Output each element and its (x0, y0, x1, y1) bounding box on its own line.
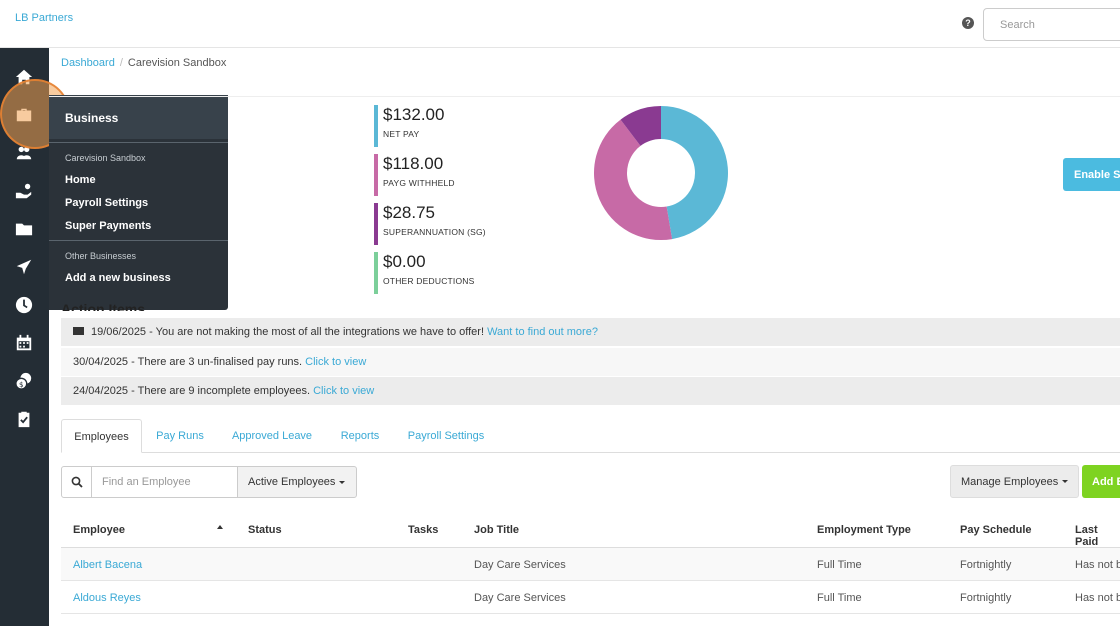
divider (49, 240, 228, 241)
action-item: 24/04/2025 - There are 9 incomplete empl… (61, 377, 1120, 405)
employment-type-cell: Full Time (817, 559, 862, 571)
enable-button[interactable]: Enable Si (1063, 158, 1120, 191)
divider (49, 142, 228, 143)
stat-value: $132.00 (383, 105, 445, 124)
last-paid-cell: Has not b (1075, 559, 1120, 571)
top-bar: LB Partners ? (0, 0, 1120, 48)
brand-link[interactable]: LB Partners (15, 12, 74, 24)
action-item-text: 30/04/2025 - There are 3 un-finalised pa… (73, 356, 306, 368)
table-row: Albert Bacena Day Care Services Full Tim… (61, 548, 1120, 581)
action-item-link[interactable]: Click to view (313, 385, 375, 397)
hand-icon[interactable] (13, 180, 35, 202)
employee-name-link[interactable]: Albert Bacena (73, 559, 143, 571)
coins-icon[interactable]: $ (13, 370, 35, 392)
table-row: Aldous Reyes Day Care Services Full Time… (61, 581, 1120, 614)
donut-slice-net-pay (661, 106, 728, 240)
breadcrumb-current: Carevision Sandbox (127, 57, 227, 69)
help-icon[interactable]: ? (962, 17, 974, 29)
action-item: 30/04/2025 - There are 3 un-finalised pa… (61, 348, 1120, 376)
action-item-text: 19/06/2025 - You are not making the most… (91, 326, 488, 338)
stat-label: NET PAY (383, 129, 420, 139)
caret-down-icon (1062, 480, 1069, 484)
business-menu-section: Carevision Sandbox (65, 153, 146, 163)
svg-text:$: $ (19, 380, 24, 389)
tab-employees[interactable]: Employees (61, 419, 142, 453)
plane-icon[interactable] (13, 256, 35, 278)
column-header-pay-schedule[interactable]: Pay Schedule (960, 524, 1032, 536)
employment-type-cell: Full Time (817, 592, 862, 604)
stat-label: SUPERANNUATION (SG) (383, 227, 486, 237)
stat-superannuation: $28.75 SUPERANNUATION (SG) (374, 203, 486, 245)
active-employees-dropdown[interactable]: Active Employees (237, 466, 357, 498)
breadcrumb-dashboard[interactable]: Dashboard (61, 57, 115, 69)
stat-value: $28.75 (383, 203, 435, 222)
calendar-icon[interactable] (13, 332, 35, 354)
stat-label: PAYG WITHHELD (383, 178, 455, 188)
tab-payroll-settings[interactable]: Payroll Settings (407, 430, 485, 442)
pay-donut-chart (594, 106, 728, 240)
manage-employees-button[interactable]: Manage Employees (950, 465, 1079, 498)
column-header-status[interactable]: Status (248, 524, 282, 536)
business-menu-item-super-payments[interactable]: Super Payments (65, 220, 152, 232)
folder-icon[interactable] (13, 218, 35, 240)
breadcrumb: Dashboard / Carevision Sandbox (61, 57, 227, 69)
stat-value: $0.00 (383, 252, 426, 271)
column-header-employment-type[interactable]: Employment Type (817, 524, 911, 536)
pay-schedule-cell: Fortnightly (960, 559, 1012, 571)
clock-icon[interactable] (13, 294, 35, 316)
find-employee-input[interactable] (92, 466, 238, 498)
employee-name-link[interactable]: Aldous Reyes (73, 592, 141, 604)
stat-value: $118.00 (383, 154, 444, 173)
stat-net-pay: $132.00 NET PAY (374, 105, 444, 147)
action-item-link[interactable]: Click to view (305, 356, 367, 368)
tab-bar: Employees Pay Runs Approved Leave Report… (61, 419, 1120, 453)
stat-label: OTHER DEDUCTIONS (383, 276, 475, 286)
job-title-cell: Day Care Services (474, 592, 566, 604)
business-menu: Business Carevision Sandbox Home Payroll… (49, 95, 228, 310)
business-menu-title: Business (49, 95, 228, 139)
search-icon[interactable] (61, 466, 92, 498)
business-menu-other-section: Other Businesses (65, 251, 137, 261)
stat-other-deductions: $0.00 OTHER DEDUCTIONS (374, 252, 475, 294)
mail-icon (73, 327, 84, 335)
action-item-link[interactable]: Want to find out more? (487, 326, 598, 338)
donut-slice-payg-withheld (594, 119, 673, 240)
column-header-tasks[interactable]: Tasks (408, 524, 439, 536)
caret-down-icon (339, 480, 346, 484)
stat-payg-withheld: $118.00 PAYG WITHHELD (374, 154, 455, 196)
column-header-last-paid[interactable]: Last Paid (1075, 524, 1099, 548)
sort-asc-icon[interactable] (217, 525, 223, 529)
business-menu-item-home[interactable]: Home (65, 174, 96, 186)
tab-approved-leave[interactable]: Approved Leave (231, 430, 313, 442)
action-item-text: 24/04/2025 - There are 9 incomplete empl… (73, 385, 314, 397)
tab-pay-runs[interactable]: Pay Runs (156, 430, 204, 442)
column-header-employee[interactable]: Employee (73, 524, 125, 536)
pay-schedule-cell: Fortnightly (960, 592, 1012, 604)
action-items-title: Action Items (61, 301, 146, 311)
add-employee-button[interactable]: Add E (1082, 465, 1120, 498)
job-title-cell: Day Care Services (474, 559, 566, 571)
column-header-job-title[interactable]: Job Title (474, 524, 520, 536)
add-business-link[interactable]: Add a new business (65, 272, 171, 284)
clipboard-icon[interactable] (13, 408, 35, 430)
business-menu-item-payroll-settings[interactable]: Payroll Settings (65, 197, 149, 209)
donut-slice-superannuation-sg (620, 106, 661, 146)
last-paid-cell: Has not b (1075, 592, 1120, 604)
search-input[interactable] (983, 8, 1120, 41)
action-item: 19/06/2025 - You are not making the most… (61, 318, 1120, 346)
tab-reports[interactable]: Reports (340, 430, 380, 442)
